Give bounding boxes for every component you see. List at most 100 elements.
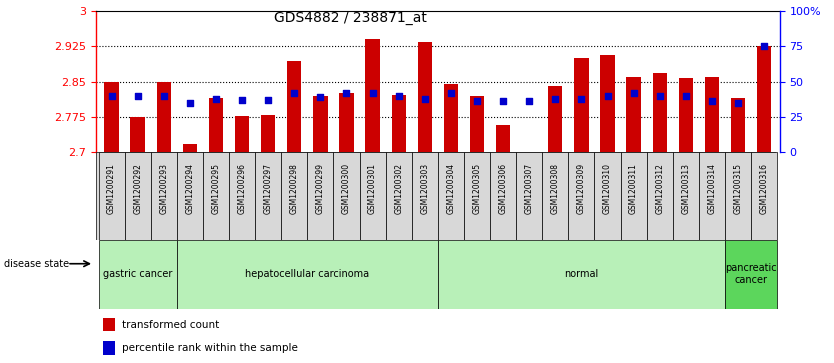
Text: GSM1200307: GSM1200307 [525,163,534,214]
Bar [542,152,568,240]
Bar [98,152,124,240]
Point [183,100,197,106]
Point [235,97,249,103]
Point [288,90,301,96]
Bar [287,61,301,152]
Text: GSM1200310: GSM1200310 [603,163,612,214]
Bar [725,240,777,309]
Bar [229,152,255,240]
Text: GSM1200291: GSM1200291 [107,163,116,214]
Point [757,44,771,49]
Text: gastric cancer: gastric cancer [103,269,173,279]
Text: GSM1200314: GSM1200314 [707,163,716,214]
Bar [314,96,328,152]
Point [600,93,614,99]
Bar [705,77,719,152]
Point [653,93,666,99]
Text: normal: normal [565,269,599,279]
Point [445,90,458,96]
Bar [151,152,177,240]
Point [523,99,536,105]
Bar [385,152,412,240]
Text: GSM1200302: GSM1200302 [394,163,403,214]
Bar [673,152,699,240]
Bar [177,152,203,240]
Point [575,96,588,102]
Bar [595,152,620,240]
Bar [157,82,171,152]
Bar [177,240,438,309]
Text: GSM1200313: GSM1200313 [681,163,691,214]
Point [731,100,745,106]
Bar [470,96,485,152]
Point [496,99,510,105]
Bar [130,117,145,152]
Bar [516,152,542,240]
Text: transformed count: transformed count [122,320,219,330]
Bar [391,95,406,152]
Text: GSM1200308: GSM1200308 [550,163,560,214]
Bar [203,152,229,240]
Bar [438,152,464,240]
Text: GSM1200293: GSM1200293 [159,163,168,214]
Text: GSM1200294: GSM1200294 [185,163,194,214]
Bar [308,152,334,240]
Bar [751,152,777,240]
Bar [731,98,746,152]
Point [339,90,353,96]
Bar [255,152,281,240]
Text: GDS4882 / 238871_at: GDS4882 / 238871_at [274,11,427,25]
Bar [626,77,641,152]
Point [262,97,275,103]
Text: GSM1200301: GSM1200301 [368,163,377,214]
Bar [646,152,673,240]
Bar [98,240,177,309]
Point [209,96,223,102]
Bar [548,86,562,152]
Bar [464,152,490,240]
Text: GSM1200316: GSM1200316 [760,163,769,214]
Point [470,99,484,105]
Bar [208,98,224,152]
Bar [359,152,385,240]
Text: GSM1200303: GSM1200303 [420,163,430,214]
Bar [652,73,667,152]
Bar [334,152,359,240]
Bar [103,341,115,355]
Bar [418,42,432,152]
Point [392,93,405,99]
Bar [679,78,693,152]
Bar [568,152,595,240]
Point [706,99,719,105]
Text: GSM1200299: GSM1200299 [316,163,325,214]
Text: percentile rank within the sample: percentile rank within the sample [122,343,298,353]
Text: pancreatic
cancer: pancreatic cancer [726,263,777,285]
Bar [339,93,354,152]
Bar [412,152,438,240]
Text: GSM1200298: GSM1200298 [289,163,299,214]
Text: GSM1200300: GSM1200300 [342,163,351,214]
Bar [365,39,379,152]
Bar [261,115,275,152]
Bar [103,318,115,331]
Bar [620,152,646,240]
Text: GSM1200311: GSM1200311 [629,163,638,214]
Text: GSM1200309: GSM1200309 [577,163,586,214]
Text: GSM1200304: GSM1200304 [446,163,455,214]
Text: GSM1200296: GSM1200296 [238,163,247,214]
Bar [235,116,249,152]
Text: GSM1200297: GSM1200297 [264,163,273,214]
Bar [124,152,151,240]
Bar [699,152,725,240]
Point [679,93,692,99]
Bar [104,82,118,152]
Text: GSM1200315: GSM1200315 [734,163,742,214]
Bar [600,55,615,152]
Point [627,90,641,96]
Point [131,93,144,99]
Text: hepatocellular carcinoma: hepatocellular carcinoma [245,269,369,279]
Text: GSM1200312: GSM1200312 [656,163,664,214]
Bar [575,58,589,152]
Point [157,93,170,99]
Bar [757,46,771,152]
